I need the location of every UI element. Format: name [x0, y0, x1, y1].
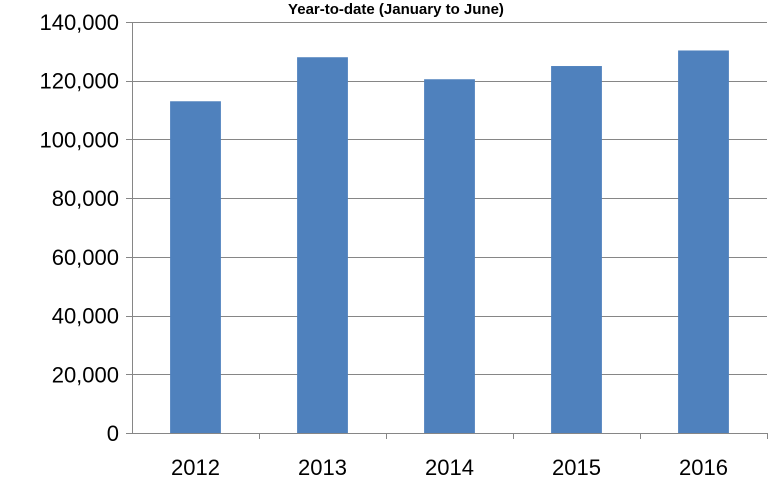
y-tick-label: 60,000	[52, 245, 119, 270]
y-tick-label: 120,000	[39, 69, 119, 94]
bar-2013	[297, 57, 348, 433]
x-tick-label: 2012	[171, 455, 220, 478]
x-tick-labels: 2012 2013 2014 2015 2016	[171, 455, 728, 480]
bar-2015	[551, 66, 602, 434]
x-tick-label: 2013	[298, 455, 347, 478]
bars	[170, 50, 729, 434]
bar-2012	[170, 101, 221, 433]
y-tick-label: 80,000	[52, 186, 119, 211]
x-tick-label: 2014	[425, 455, 474, 478]
y-tick-label: 100,000	[39, 127, 119, 152]
y-tick-label: 140,000	[39, 10, 119, 35]
bar-2016	[678, 50, 729, 433]
y-tick-label: 20,000	[52, 362, 119, 387]
axes	[126, 22, 768, 439]
y-tick-label: 0	[107, 421, 119, 446]
y-tick-label: 40,000	[52, 304, 119, 329]
x-tick-label: 2015	[552, 455, 601, 478]
chart-title: Year-to-date (January to June)	[288, 1, 504, 18]
bar-2014	[424, 79, 475, 433]
x-tick-label: 2016	[679, 455, 728, 478]
y-tick-labels: 0 20,000 40,000 60,000 80,000 100,000 120,000 1…	[39, 10, 119, 446]
